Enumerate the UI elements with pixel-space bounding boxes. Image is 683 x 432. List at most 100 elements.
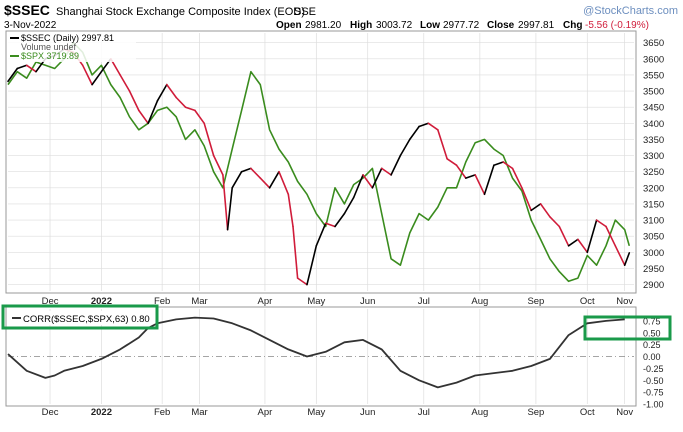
ssec-line-segment xyxy=(483,164,495,196)
close-value: 2997.81 xyxy=(518,20,555,31)
corr-y-tick-label: 0.75 xyxy=(643,316,661,326)
corr-x-tick-label: 2022 xyxy=(91,407,112,418)
ssec-line-segment xyxy=(614,245,626,267)
price-x-tick-label: Dec xyxy=(42,296,59,307)
corr-y-tick-label: 0.50 xyxy=(643,328,661,338)
low-label: Low xyxy=(420,20,440,31)
price-x-tick-label: Jul xyxy=(418,296,430,307)
ssec-line-segment xyxy=(539,203,551,218)
price-y-axis: 2900 2950 3000 3050 3100 3150 3200 3250 3300 3350… xyxy=(643,38,664,291)
ssec-line-segment xyxy=(212,154,224,176)
price-x-tick-label: Feb xyxy=(154,296,170,307)
price-y-tick-label: 3600 xyxy=(643,54,664,65)
open-value: 2981.20 xyxy=(305,20,342,31)
ssec-line-segment xyxy=(166,83,177,99)
ssec-line-segment xyxy=(502,161,514,170)
ssec-line-segment xyxy=(464,174,477,179)
ssec-line-segment xyxy=(222,174,229,231)
ssec-line-segment xyxy=(352,174,364,199)
price-x-tick-label: Apr xyxy=(258,296,273,307)
corr-x-tick-label: May xyxy=(307,407,325,418)
price-y-tick-label: 3300 xyxy=(643,151,664,162)
symbol-title: $SSEC xyxy=(4,2,50,18)
corr-y-tick-label: 0.00 xyxy=(643,352,661,362)
legend-background xyxy=(8,33,136,62)
price-y-tick-label: 3400 xyxy=(643,119,664,130)
price-x-axis: Dec 2022 Feb Mar Apr May Jun Jul Aug Sep Oct Nov xyxy=(42,296,634,307)
high-value: 3003.72 xyxy=(376,20,413,31)
ssec-line-segment xyxy=(362,174,374,189)
corr-x-tick-label: Oct xyxy=(580,407,595,418)
ssec-line-segment xyxy=(595,219,607,228)
exchange-label: SSE xyxy=(294,6,316,18)
ssec-line-segment xyxy=(156,83,168,102)
ssec-line-segment xyxy=(343,196,355,215)
corr-x-tick-label: Dec xyxy=(42,407,59,418)
price-y-tick-label: 3000 xyxy=(643,248,664,259)
ssec-line-segment xyxy=(16,64,28,70)
ssec-line-segment xyxy=(25,64,37,73)
ssec-line-segment xyxy=(521,187,533,212)
ssec-line-segment xyxy=(567,238,579,247)
ssec-line-segment xyxy=(306,245,318,286)
corr-x-tick-label: Aug xyxy=(471,407,488,418)
chg-value: -5.56 (-0.19%) xyxy=(585,20,649,31)
price-x-tick-label: Oct xyxy=(580,296,595,307)
ssec-line-segment xyxy=(7,67,19,83)
ssec-line-segment xyxy=(558,225,570,247)
corr-x-tick-label: Sep xyxy=(527,407,544,418)
ssec-line-segment xyxy=(259,177,271,189)
price-x-tick-label: 2022 xyxy=(91,296,112,307)
price-y-tick-label: 3250 xyxy=(643,167,664,178)
ssec-line-segment xyxy=(418,122,430,128)
ssec-line-segment xyxy=(147,99,159,125)
legend-volume-label: Volume undef xyxy=(21,42,77,52)
corr-y-tick-label: -0.75 xyxy=(643,388,664,398)
ssec-line-segment xyxy=(455,164,467,179)
low-value: 2977.72 xyxy=(443,20,480,31)
ssec-line-segment xyxy=(278,170,290,196)
ssec-line-segment xyxy=(586,219,598,254)
ssec-line-segment xyxy=(250,167,262,179)
ssec-line-segment xyxy=(81,64,93,86)
corr-x-tick-label: Feb xyxy=(154,407,170,418)
spx-line xyxy=(7,41,631,283)
corr-y-axis: -1.00 -0.75 -0.50 -0.25 0.00 0.25 0.50 0.75 xyxy=(643,316,664,409)
index-name: Shanghai Stock Exchange Composite Index … xyxy=(56,6,305,18)
ssec-line-segment xyxy=(334,212,346,228)
ssec-line-segment xyxy=(427,122,439,131)
ssec-line-segment xyxy=(128,90,140,112)
ssec-line-segment xyxy=(296,277,308,286)
chart-date: 3-Nov-2022 xyxy=(4,20,57,31)
price-x-tick-label: Aug xyxy=(471,296,488,307)
legend-spx-label: $SPX 3719.89 xyxy=(21,51,79,61)
price-series-layer xyxy=(7,41,631,286)
price-y-tick-label: 3450 xyxy=(643,103,664,114)
price-y-tick-label: 3050 xyxy=(643,232,664,243)
corr-x-tick-label: Jun xyxy=(360,407,375,418)
ssec-line-segment xyxy=(119,74,131,92)
ssec-line-segment xyxy=(184,106,196,112)
high-label: High xyxy=(350,20,372,31)
ssec-line-segment xyxy=(549,216,561,228)
watermark: @StockCharts.com xyxy=(583,5,678,17)
corr-x-axis: Dec 2022 Feb Mar Apr May Jun Jul Aug Sep Oct Nov xyxy=(42,407,634,418)
ssec-line-segment xyxy=(138,109,149,125)
chg-label: Chg xyxy=(563,20,582,31)
corr-x-tick-label: Apr xyxy=(258,407,273,418)
price-x-tick-label: Mar xyxy=(191,296,207,307)
corr-legend-highlight xyxy=(1,304,159,330)
corr-series-layer xyxy=(7,316,625,389)
ssec-line-segment xyxy=(240,167,252,173)
ssec-line-segment xyxy=(493,161,505,166)
corr-legend-background xyxy=(10,311,152,325)
corr-line xyxy=(7,316,625,389)
corr-y-tick-label: -0.50 xyxy=(643,376,664,386)
ssec-line-segment xyxy=(175,96,187,108)
ssec-line-segment xyxy=(371,167,383,189)
ssec-line-segment xyxy=(226,187,233,231)
price-x-tick-label: May xyxy=(307,296,325,307)
price-y-tick-label: 3100 xyxy=(643,216,664,227)
ssec-line-segment xyxy=(408,125,420,141)
